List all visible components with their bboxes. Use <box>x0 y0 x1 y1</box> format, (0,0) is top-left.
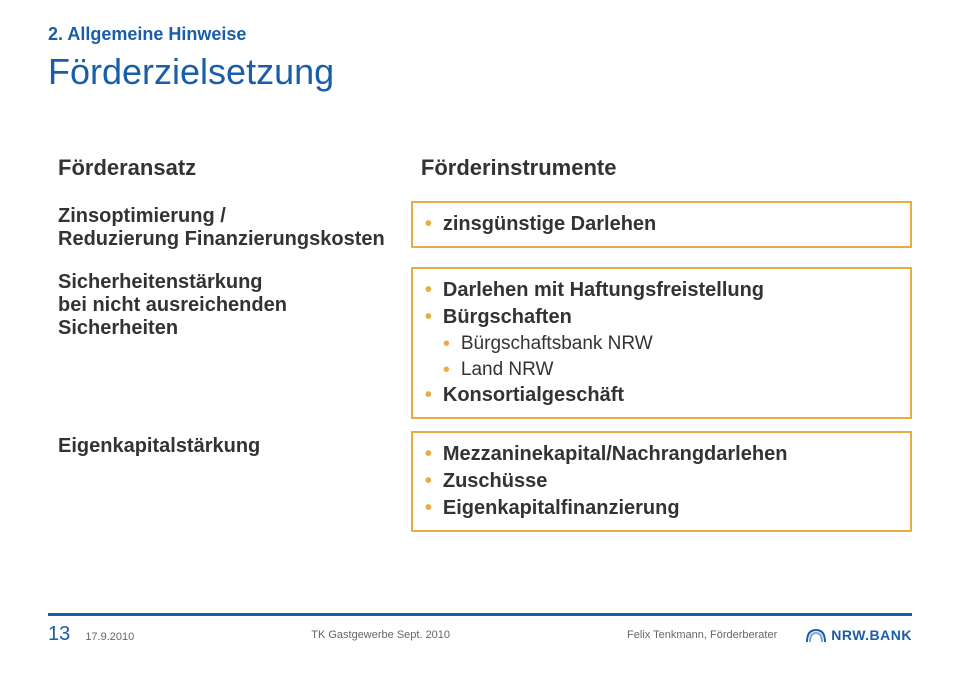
slide: 2. Allgemeine Hinweise Förderzielsetzung… <box>0 0 960 673</box>
logo-text: NRW.BANK <box>831 627 912 643</box>
footer: 13 17.9.2010 TK Gastgewerbe Sept. 2010 F… <box>48 613 912 657</box>
row-instruments: zinsgünstige Darlehen <box>411 195 912 261</box>
row-instruments: Mezzaninekapital/NachrangdarlehenZuschüs… <box>411 425 912 538</box>
list-item: Eigenkapitalfinanzierung <box>425 495 898 522</box>
page-number: 13 <box>48 623 70 645</box>
instrument-box: Darlehen mit HaftungsfreistellungBürgsch… <box>411 267 912 419</box>
content-table: Förderansatz Förderinstrumente Zinsoptim… <box>48 149 912 538</box>
logo-icon <box>805 626 827 644</box>
table-row: Sicherheitenstärkungbei nicht ausreichen… <box>48 261 912 425</box>
list-item: Zuschüsse <box>425 468 898 495</box>
list-item: Mezzaninekapital/Nachrangdarlehen <box>425 441 898 468</box>
list-item: Darlehen mit Haftungsfreistellung <box>425 277 898 304</box>
footer-divider <box>48 613 912 616</box>
list-item: Bürgschaftsbank NRW <box>425 331 898 357</box>
instrument-box: zinsgünstige Darlehen <box>411 201 912 248</box>
list-item: Land NRW <box>425 357 898 383</box>
row-instruments: Darlehen mit HaftungsfreistellungBürgsch… <box>411 261 912 425</box>
instrument-box: Mezzaninekapital/NachrangdarlehenZuschüs… <box>411 431 912 532</box>
row-label: Sicherheitenstärkungbei nicht ausreichen… <box>48 261 411 425</box>
header-left: Förderansatz <box>48 149 411 195</box>
footer-center: TK Gastgewerbe Sept. 2010 <box>134 629 627 641</box>
row-label: Zinsoptimierung /Reduzierung Finanzierun… <box>48 195 411 261</box>
slide-title: Förderzielsetzung <box>48 51 912 93</box>
logo: NRW.BANK <box>805 626 912 644</box>
row-label: Eigenkapitalstärkung <box>48 425 411 538</box>
footer-date: 17.9.2010 <box>85 631 134 643</box>
section-label: 2. Allgemeine Hinweise <box>48 24 912 45</box>
table-row: EigenkapitalstärkungMezzaninekapital/Nac… <box>48 425 912 538</box>
list-item: zinsgünstige Darlehen <box>425 211 898 238</box>
header-right: Förderinstrumente <box>411 149 912 195</box>
footer-author: Felix Tenkmann, Förderberater <box>627 629 777 641</box>
list-item: Bürgschaften <box>425 304 898 331</box>
table-row: Zinsoptimierung /Reduzierung Finanzierun… <box>48 195 912 261</box>
list-item: Konsortialgeschäft <box>425 382 898 409</box>
